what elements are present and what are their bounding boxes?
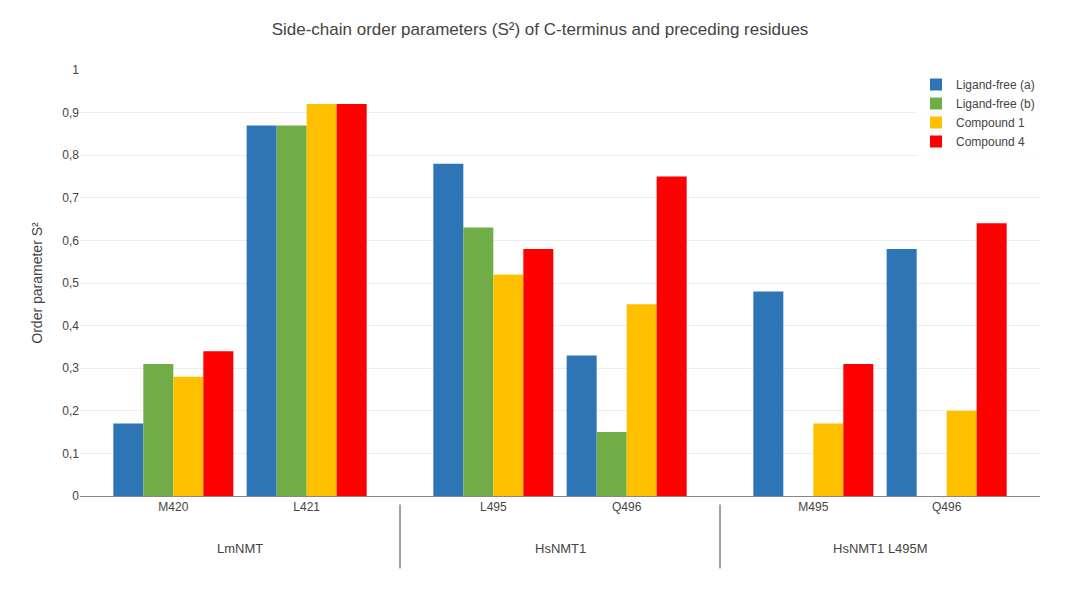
svg-text:M420: M420 (158, 500, 188, 514)
svg-text:M495: M495 (798, 500, 828, 514)
svg-text:0,2: 0,2 (62, 404, 79, 418)
svg-text:L421: L421 (293, 500, 320, 514)
svg-text:0: 0 (72, 489, 79, 503)
svg-text:Side-chain order parameters (S: Side-chain order parameters (S²) of C-te… (272, 20, 809, 39)
svg-text:Q496: Q496 (932, 500, 962, 514)
svg-text:L495: L495 (480, 500, 507, 514)
svg-text:0,4: 0,4 (62, 319, 79, 333)
svg-text:0,9: 0,9 (62, 106, 79, 120)
svg-text:Q496: Q496 (612, 500, 642, 514)
svg-text:0,1: 0,1 (62, 447, 79, 461)
svg-text:Order parameter S²: Order parameter S² (29, 222, 45, 344)
svg-text:0,3: 0,3 (62, 361, 79, 375)
svg-text:0,7: 0,7 (62, 191, 79, 205)
svg-text:LmNMT: LmNMT (217, 541, 263, 556)
svg-text:0,6: 0,6 (62, 234, 79, 248)
svg-text:HsNMT1 L495M: HsNMT1 L495M (833, 541, 928, 556)
svg-text:Ligand-free (a): Ligand-free (a) (956, 78, 1035, 92)
svg-text:0,5: 0,5 (62, 276, 79, 290)
svg-text:Ligand-free (b): Ligand-free (b) (956, 97, 1035, 111)
svg-text:HsNMT1: HsNMT1 (535, 541, 586, 556)
svg-text:1: 1 (72, 63, 79, 77)
svg-text:Compound 4: Compound 4 (956, 135, 1025, 149)
svg-text:0,8: 0,8 (62, 148, 79, 162)
svg-text:Compound 1: Compound 1 (956, 116, 1025, 130)
